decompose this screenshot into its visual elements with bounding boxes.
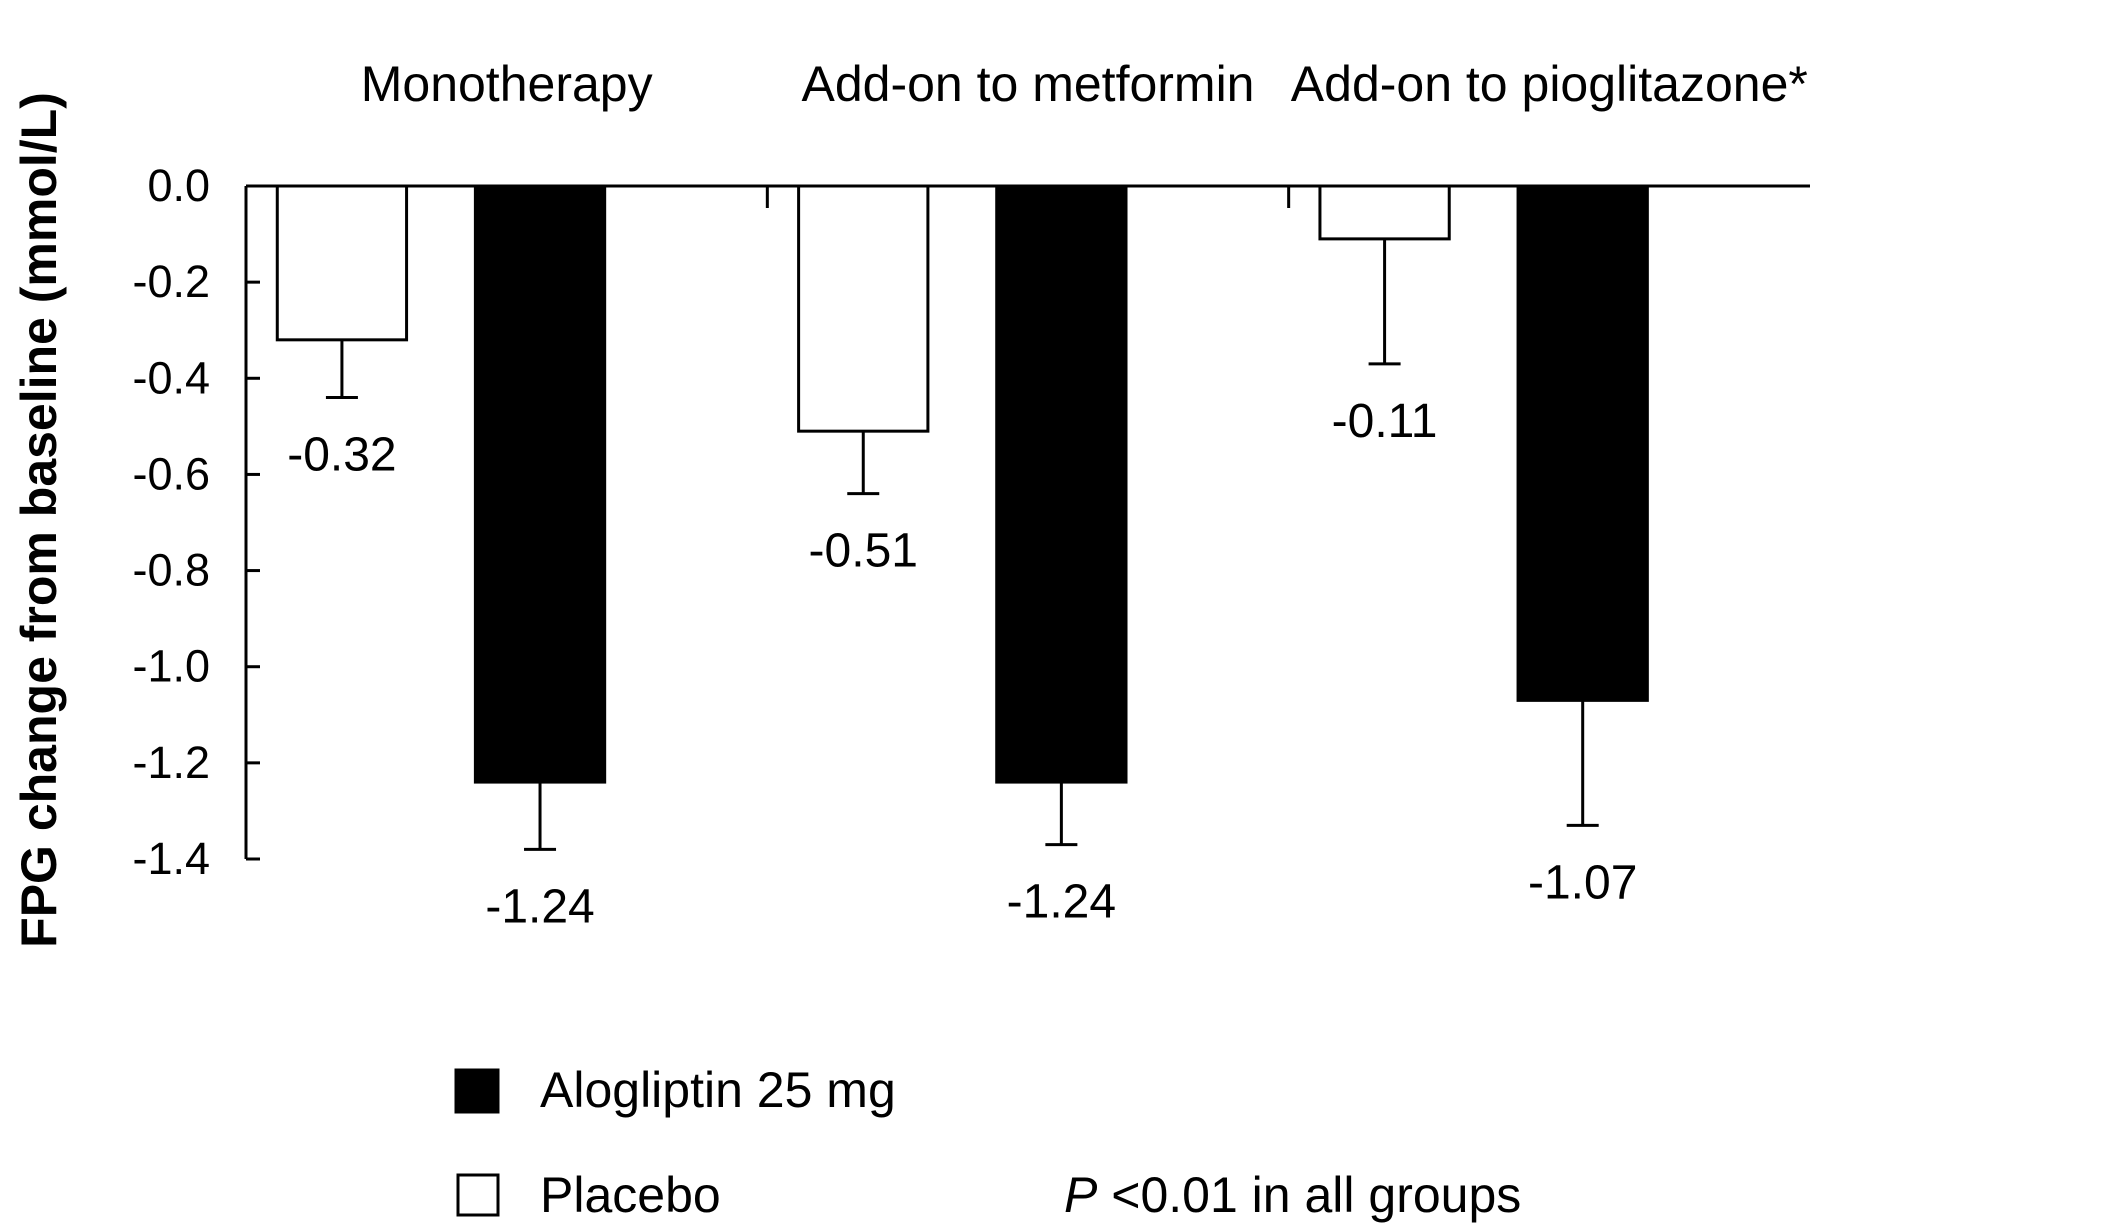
axes: 0.0 -0.2 -0.4 -0.6 -0.8 -1.0 -1.2 -1.4 xyxy=(132,160,1810,884)
data-label: -1.07 xyxy=(1528,856,1637,909)
y-tick-label: -0.4 xyxy=(132,352,210,403)
y-tick-label: -1.0 xyxy=(132,641,210,692)
category-label: Add-on to metformin xyxy=(802,56,1255,112)
category-label: Add-on to pioglitazone* xyxy=(1291,56,1808,112)
data-label: -1.24 xyxy=(1007,876,1116,929)
y-tick-label: -1.4 xyxy=(132,833,210,884)
data-label: -0.51 xyxy=(809,525,918,578)
y-tick-label: -0.8 xyxy=(132,545,210,596)
data-label: -1.24 xyxy=(485,880,594,933)
y-tick-label: -1.2 xyxy=(132,737,210,788)
y-tick-label: 0.0 xyxy=(147,160,210,211)
bar xyxy=(995,184,1128,784)
data-label: -0.32 xyxy=(287,429,396,482)
legend-label-placebo: Placebo xyxy=(540,1167,721,1223)
category-label: Monotherapy xyxy=(361,56,653,112)
significance-annotation: P <0.01 in all groups xyxy=(1064,1167,1521,1223)
bar xyxy=(473,184,607,784)
annotation-p: P xyxy=(1064,1167,1098,1223)
legend-swatch-alogliptin xyxy=(454,1068,500,1114)
y-tick-label: -0.6 xyxy=(132,448,210,499)
legend-swatch-placebo xyxy=(456,1173,500,1217)
bar xyxy=(1318,184,1451,241)
legend-label-alogliptin: Alogliptin 25 mg xyxy=(540,1062,896,1118)
labels: Monotherapy -0.32 -1.24 Add-on to metformin… xyxy=(287,56,1808,933)
bar xyxy=(1516,184,1649,702)
bar xyxy=(275,184,409,342)
bars xyxy=(275,184,1649,851)
legend: Alogliptin 25 mg Placebo xyxy=(454,1062,896,1223)
annotation-text: <0.01 in all groups xyxy=(1097,1167,1521,1223)
y-axis-label: FPG change from baseline (mmol/L) xyxy=(11,92,67,948)
data-label: -0.11 xyxy=(1332,395,1438,448)
bar xyxy=(797,184,930,433)
y-tick-label: -0.2 xyxy=(132,256,210,307)
